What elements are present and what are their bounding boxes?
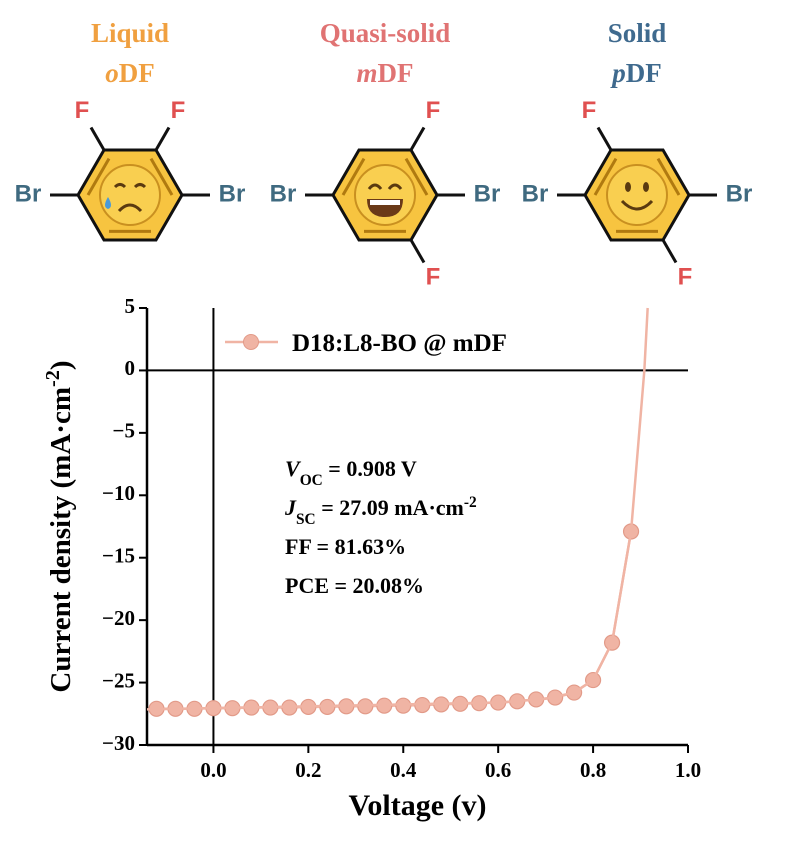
name-suffix: DF [378,58,414,88]
atom-label: F [426,263,441,290]
x-tick-label: 0.8 [580,758,606,782]
molecule-name: mDF [356,58,413,88]
annotation: PCE = 20.08% [285,573,424,598]
atom-label: F [582,97,597,124]
atom-label: Br [726,180,753,207]
bond [596,126,613,151]
y-tick-label: 0 [125,356,136,380]
mouth [117,203,143,213]
y-tick-label: −5 [113,419,135,443]
eyes [367,183,403,190]
text-part: -2 [464,494,477,511]
y-tick-label: −30 [102,731,135,755]
annotation: FF = 81.63% [285,534,406,559]
annotation: VOC = 0.908 V [285,456,417,489]
double-bond [86,157,111,196]
text-part: = 27.09 mA·cm [316,495,464,520]
atom-label: Br [219,180,246,207]
bond [154,126,171,151]
bond [409,239,426,264]
name-prefix: p [610,58,626,88]
eye [625,182,631,192]
eyes [113,183,147,189]
text-part: SC [296,511,316,528]
x-tick-label: 1.0 [675,758,701,782]
y-tick-label: −25 [102,668,135,692]
face [606,164,668,226]
text-part: ) [45,360,77,370]
x-axis-label: Voltage (v) [348,789,486,822]
y-tick-label: 5 [125,294,136,318]
double-bond [149,157,174,196]
atom-label: Br [15,180,42,207]
x-tick-label: 0.6 [485,758,511,782]
atom-label: F [171,97,186,124]
legend-label: D18:L8-BO @ mDF [292,330,507,357]
text-part: Current density (mA·cm [45,387,77,693]
molecule-state: Quasi-solid [320,18,451,48]
y-tick-label: −10 [102,481,135,505]
molecule-name: oDF [105,58,155,88]
annotation: JSC = 27.09 mA·cm-2 [284,494,477,528]
double-bond [593,157,618,196]
series-line [146,307,649,711]
text-part: OC [300,472,323,489]
double-bond [404,157,429,196]
x-tick-label: 0.0 [200,758,226,782]
text-part: -2 [42,370,64,387]
name-suffix: DF [119,58,155,88]
molecule-state: Liquid [91,18,169,48]
atom-label: F [678,263,693,290]
eye [643,182,649,192]
y-tick-label: −15 [102,544,135,568]
y-tick-label: −20 [102,606,135,630]
teeth [370,200,400,205]
x-tick-label: 0.2 [295,758,321,782]
face [99,164,161,226]
chart: 5 0 −5 −10 −15 −20 −25 −30 0.0 0.2 0.4 0.6 0.8 1.0 Vol… [42,294,701,822]
name-prefix: o [105,58,119,88]
bond [409,126,426,151]
molecule-name: pDF [610,58,662,88]
text-part: J [284,495,297,520]
name-prefix: m [356,58,377,88]
text-part: = 0.908 V [323,456,417,481]
bond [661,239,678,264]
atom-label: Br [474,180,501,207]
atom-label: F [75,97,90,124]
double-bond [341,157,366,196]
atom-label: F [426,97,441,124]
legend-marker [243,334,259,350]
name-suffix: DF [626,58,662,88]
tear [105,197,111,209]
molecule-state: Solid [608,18,667,48]
y-axis-label: Current density (mA·cm-2) [42,360,77,692]
double-bond [656,157,681,196]
atom-label: Br [522,180,549,207]
x-tick-label: 0.4 [390,758,417,782]
bond [89,126,106,151]
text-part: FF = 81.63% [285,534,406,559]
mouth [620,199,654,211]
atom-label: Br [270,180,297,207]
text-part: V [285,456,302,481]
text-part: PCE = 20.08% [285,573,424,598]
